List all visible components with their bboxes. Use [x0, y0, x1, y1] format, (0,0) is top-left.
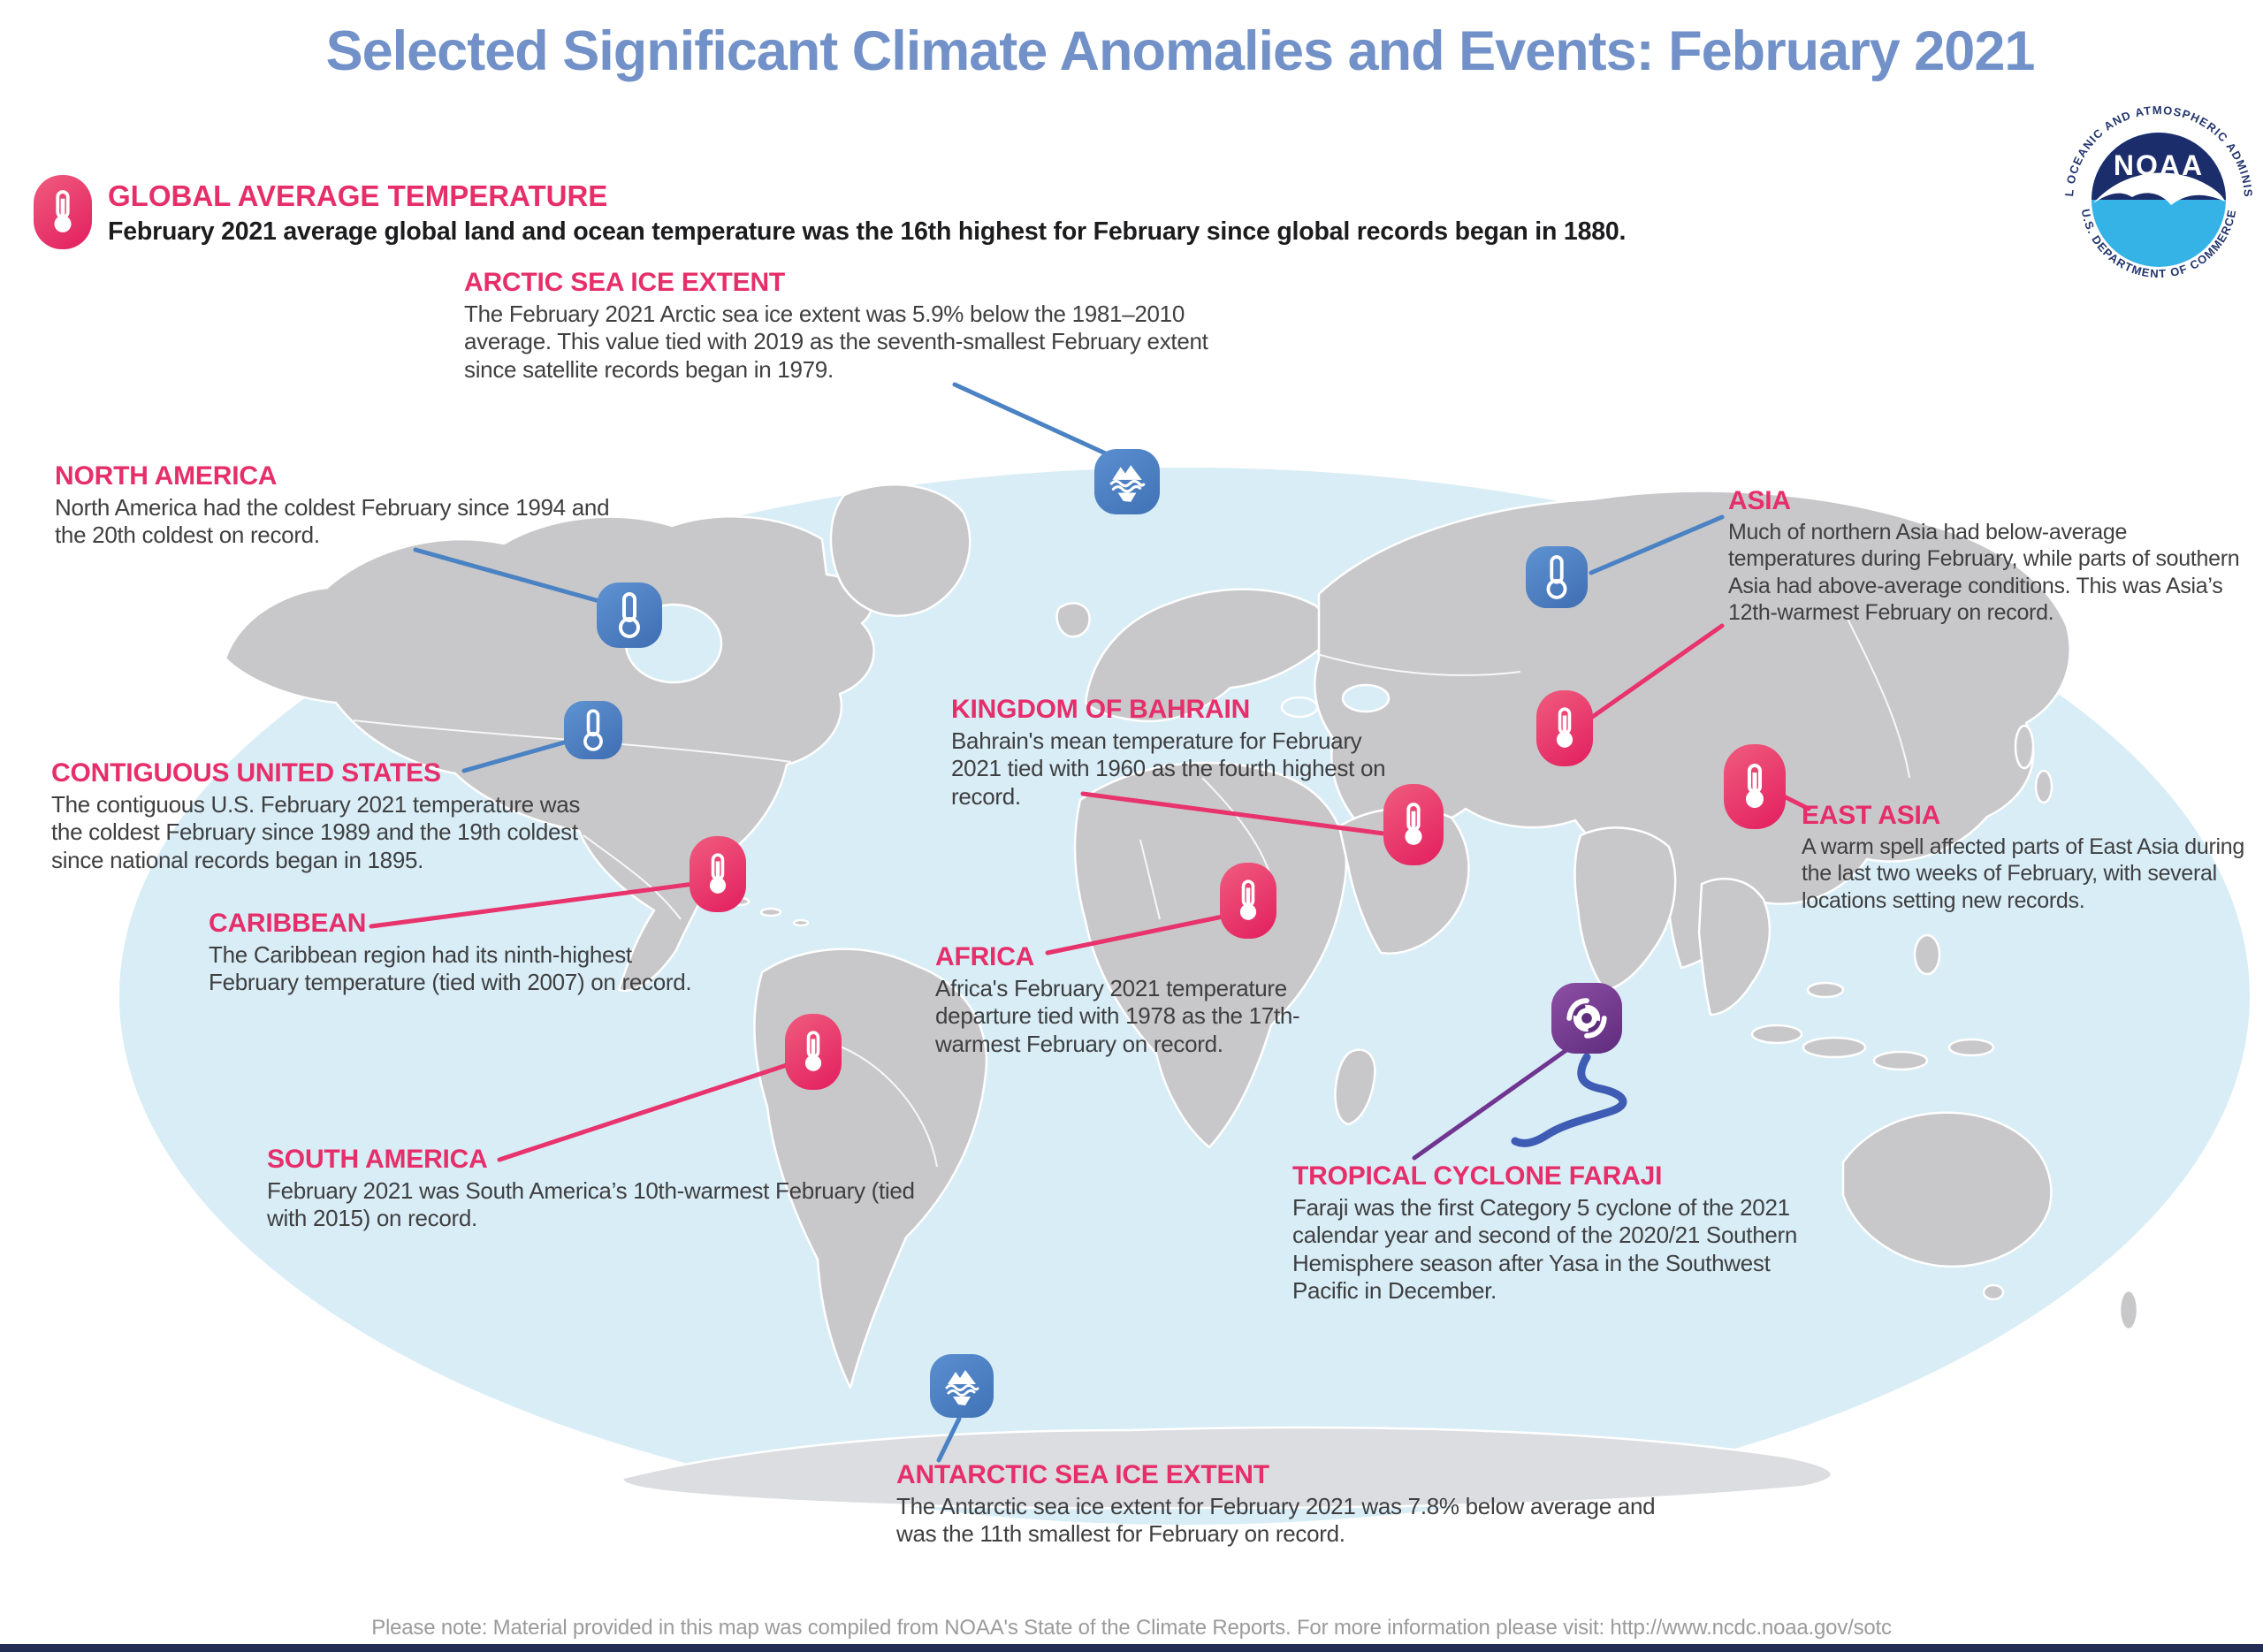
callout-title: NORTH AMERICA — [55, 461, 278, 491]
thermometer-cold-icon — [1526, 546, 1588, 608]
leader-asia-cold — [1589, 514, 1725, 575]
leader-lines — [369, 382, 1811, 1463]
callout-bahrain: KINGDOM OF BAHRAIN Bahrain's mean temper… — [951, 695, 1411, 811]
global-average-temperature-block: GLOBAL AVERAGE TEMPERATURE February 2021… — [108, 179, 1655, 247]
global-title: GLOBAL AVERAGE TEMPERATURE — [108, 179, 608, 212]
callout-title: ASIA — [1728, 486, 1791, 515]
leader-africa — [1045, 913, 1230, 955]
british-isles — [1055, 602, 1091, 638]
callout-title: ARCTIC SEA ICE EXTENT — [464, 268, 786, 297]
callout-asia: ASIA Much of northern Asia had below-ave… — [1728, 486, 2254, 626]
leader-bahrain — [1080, 791, 1386, 836]
leader-antarctic — [936, 1416, 962, 1463]
callout-title: TROPICAL CYCLONE FARAJI — [1292, 1161, 1663, 1191]
callout-title: CONTIGUOUS UNITED STATES — [51, 758, 441, 788]
leader-caribbean — [369, 881, 697, 929]
callout-title: SOUTH AMERICA — [267, 1145, 488, 1174]
southeast-asia — [1697, 877, 1772, 1016]
leader-contiguous-us — [461, 738, 573, 773]
callout-east-asia: EAST ASIA A warm spell affected parts of… — [1802, 801, 2259, 914]
logo-noaa-text: NOAA — [2114, 149, 2204, 181]
callout-body: February 2021 was South America’s 10th-w… — [267, 1177, 915, 1232]
callout-africa: AFRICA Africa's February 2021 temperatur… — [935, 942, 1342, 1058]
seagull-icon — [2093, 172, 2225, 205]
callout-body: The February 2021 Arctic sea ice extent … — [464, 301, 1208, 383]
arctic-iceberg-icon — [1094, 449, 1160, 514]
thermometer-warm-icon — [1383, 784, 1444, 865]
callout-body: North America had the coldest February s… — [55, 494, 610, 549]
antarctica — [621, 1426, 1833, 1510]
callout-body: The contiguous U.S. February 2021 temper… — [51, 791, 581, 873]
greenland — [829, 483, 971, 617]
callout-faraji: TROPICAL CYCLONE FARAJI Faraji was the f… — [1292, 1161, 1801, 1306]
callout-body: The Caribbean region had its ninth-highe… — [209, 941, 692, 996]
thermometer-warm-icon — [1724, 744, 1786, 829]
leader-faraji — [1412, 1047, 1569, 1161]
leader-south-america — [497, 1062, 789, 1162]
antarctic-iceberg-icon — [930, 1354, 994, 1418]
leader-north-america — [413, 547, 608, 605]
thermometer-warm-icon — [1220, 863, 1276, 939]
cyclone-track — [1511, 1053, 1627, 1147]
callout-title: AFRICA — [935, 942, 1035, 971]
footer-bar — [0, 1644, 2263, 1652]
callout-body: Bahrain's mean temperature for February … — [951, 727, 1386, 810]
africa — [1073, 761, 1348, 1149]
callout-body: Faraji was the first Category 5 cyclone … — [1292, 1194, 1798, 1305]
callout-arctic: ARCTIC SEA ICE EXTENT The February 2021 … — [464, 268, 1224, 384]
callout-body: Africa's February 2021 temperature depar… — [935, 975, 1300, 1057]
madagascar — [1334, 1048, 1376, 1126]
callout-contiguous-us: CONTIGUOUS UNITED STATES The contiguous … — [51, 758, 582, 874]
noaa-logo: NATIONAL OCEANIC AND ATMOSPHERIC ADMINIS… — [2061, 103, 2254, 295]
callout-antarctic: ANTARCTIC SEA ICE EXTENT The Antarctic s… — [896, 1460, 1692, 1549]
thermometer-warm-icon — [690, 836, 746, 912]
page-title: Selected Significant Climate Anomalies a… — [325, 20, 2036, 82]
callout-north-america: NORTH AMERICA North America had the cold… — [55, 461, 638, 550]
india — [1573, 826, 1677, 992]
callout-body: The Antarctic sea ice extent for Februar… — [896, 1493, 1656, 1548]
thermometer-warm-icon — [785, 1014, 842, 1090]
thermometer-cold-icon — [564, 701, 622, 759]
footer-note: Please note: Material provided in this m… — [371, 1616, 1892, 1640]
callout-title: CARIBBEAN — [209, 909, 367, 938]
callout-body: A warm spell affected parts of East Asia… — [1802, 834, 2244, 913]
hurricane-icon — [1551, 983, 1622, 1054]
callout-title: ANTARCTIC SEA ICE EXTENT — [896, 1460, 1269, 1489]
leader-asia-warm — [1589, 623, 1725, 720]
callout-title: KINGDOM OF BAHRAIN — [951, 695, 1251, 724]
thermometer-warm-icon — [1536, 690, 1593, 766]
thermometer-cold-icon — [597, 582, 662, 648]
leader-arctic — [952, 382, 1112, 458]
thermometer-warm-icon — [34, 175, 92, 249]
callout-south-america: SOUTH AMERICA February 2021 was South Am… — [267, 1145, 921, 1233]
callout-body: Much of northern Asia had below-average … — [1728, 520, 2240, 625]
australia — [1841, 1111, 2053, 1268]
global-body: February 2021 average global land and oc… — [108, 217, 1627, 246]
callout-caribbean: CARIBBEAN The Caribbean region had its n… — [209, 909, 704, 997]
callout-title: EAST ASIA — [1802, 801, 1941, 830]
